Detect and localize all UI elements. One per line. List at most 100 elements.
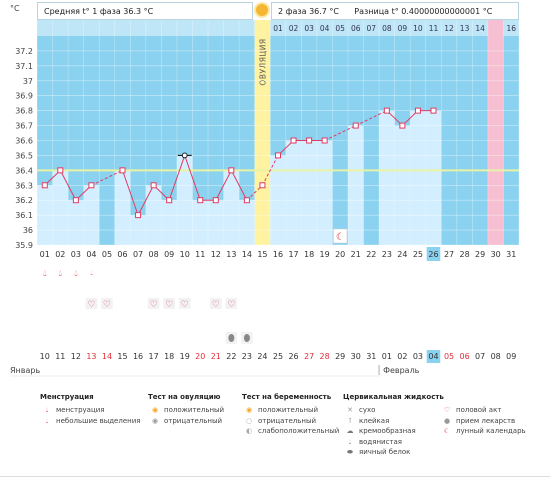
pill-icon: ● (443, 416, 451, 425)
x-tick-label: 12 (211, 250, 221, 259)
phase-day-label: 02 (289, 24, 299, 33)
x-tick-label: 29 (475, 250, 485, 259)
menstruation-drop-icon: 💧︎ (45, 406, 49, 414)
date-label: 01 (382, 352, 392, 361)
legend-item: водянистая (359, 437, 403, 446)
temperature-point[interactable] (306, 137, 313, 144)
temperature-point[interactable] (166, 197, 173, 204)
temperature-point[interactable] (150, 182, 157, 189)
heart-icon: ♡ (87, 300, 95, 310)
temperature-point[interactable] (321, 137, 328, 144)
date-label: 24 (257, 352, 267, 361)
x-tick-label: 13 (226, 250, 236, 259)
temperature-line-segment (230, 170, 248, 201)
temperature-point[interactable] (119, 167, 126, 174)
y-tick-label: 35.9 (15, 241, 33, 250)
creamy-icon: ☁ (346, 427, 354, 435)
menstruation-drop-icon: 💧︎ (74, 269, 78, 279)
temperature-point[interactable] (135, 212, 142, 219)
x-tick-label: 28 (459, 250, 469, 259)
y-tick-label: 37.2 (15, 47, 33, 56)
temperature-point[interactable] (41, 182, 48, 189)
heart-icon: ♡ (150, 300, 158, 310)
date-label: 21 (211, 352, 221, 361)
highlight-day-column (487, 20, 504, 245)
temperature-line-segment (168, 155, 186, 201)
phase2-header: 2 фаза 36.7 °C Разница t° 0.400000000000… (271, 2, 519, 20)
x-axis-cycle-days: 01 02 03 04 05 06 07 08 09 10 11 12 13 14 15 16 17 18 19 20… (40, 247, 516, 261)
heart-icon: ♡ (181, 300, 189, 310)
heart-icon: ♡ (212, 300, 220, 310)
legend-item: менструация (56, 406, 105, 414)
x-tick-label: 02 (55, 250, 65, 259)
temperature-point[interactable] (383, 107, 390, 114)
egg-white-icon: ⬬ (347, 448, 353, 456)
y-tick-label: 36.8 (15, 107, 33, 116)
temperature-point[interactable] (352, 122, 359, 129)
legend-item: половой акт (456, 406, 502, 414)
date-label: 30 (351, 352, 361, 361)
temperature-bar (52, 170, 69, 245)
phase-row-background (37, 20, 519, 36)
date-label: 16 (133, 352, 143, 361)
legend-item: клейкая (359, 416, 390, 425)
temperature-line-segment (137, 185, 155, 216)
x-tick-label: 27 (444, 250, 454, 259)
temperature-point[interactable] (181, 152, 188, 159)
temperature-line-segment (355, 110, 388, 127)
x-tick-label: 19 (320, 250, 330, 259)
temperature-point[interactable] (259, 182, 266, 189)
x-tick-label: 18 (304, 250, 314, 259)
date-label: 06 (459, 352, 469, 361)
y-tick-label: 36.1 (15, 211, 33, 220)
temperature-point[interactable] (88, 182, 95, 189)
menstruation-drop-icon: 💧︎ (59, 269, 63, 279)
temperature-point[interactable] (228, 167, 235, 174)
temperature-point[interactable] (414, 107, 421, 114)
temperature-point[interactable] (430, 107, 437, 114)
phase-day-label: 13 (460, 24, 470, 33)
ovulation-negative-icon: ◉ (151, 416, 159, 425)
dry-icon: ✕ (347, 406, 353, 414)
x-tick-label: 06 (117, 250, 127, 259)
y-tick-label: 36.6 (15, 137, 33, 146)
phase1-average-label: Средняя t° 1 фаза 36.3 °C (44, 7, 154, 16)
date-label: 20 (195, 352, 205, 361)
x-tick-label: 30 (491, 250, 501, 259)
phase-day-label: 10 (413, 24, 423, 33)
y-tick-label: 36.7 (15, 122, 33, 131)
x-tick-label: 24 (397, 250, 407, 259)
legend-other: ♡ половой акт ● прием лекарств ☾ лунный кал… (440, 393, 526, 437)
temperature-point[interactable] (399, 122, 406, 129)
date-label: 11 (55, 352, 65, 361)
date-label: 18 (164, 352, 174, 361)
phase-day-label: 09 (398, 24, 408, 33)
moon-icon: ☾ (336, 232, 345, 243)
egg-white-icon (228, 334, 235, 342)
date-label: 17 (149, 352, 159, 361)
temperature-point[interactable] (197, 197, 204, 204)
temperature-point[interactable] (57, 167, 64, 174)
today-marker (426, 247, 441, 261)
temperature-point[interactable] (212, 197, 219, 204)
y-tick-label: 36.2 (15, 196, 33, 205)
temperature-point[interactable] (290, 137, 297, 144)
date-label: 26 (288, 352, 298, 361)
legend-item: кремообразная (359, 427, 416, 435)
temperature-point[interactable] (243, 197, 250, 204)
legend-item: отрицательный (258, 416, 317, 425)
bbt-chart: °C 01 02 03 04 05 06 07 08 09 10 11 12 13 14 15 16 ОВУЛ… (10, 4, 520, 377)
x-tick-label: 15 (257, 250, 267, 259)
date-label: 02 (397, 352, 407, 361)
temperature-point[interactable] (275, 152, 281, 159)
temperature-point[interactable] (72, 197, 79, 204)
intercourse-cell (101, 298, 113, 309)
x-tick-label: 20 (335, 250, 345, 259)
temperature-bar (379, 110, 395, 246)
intercourse-cell (147, 298, 160, 309)
date-label: 29 (335, 352, 345, 361)
date-label: 14 (102, 352, 112, 361)
phase-day-label: 04 (320, 24, 330, 33)
legend-ovulation-test: Тест на овуляцию ◉ положительный ◉ отрицат… (148, 393, 224, 426)
